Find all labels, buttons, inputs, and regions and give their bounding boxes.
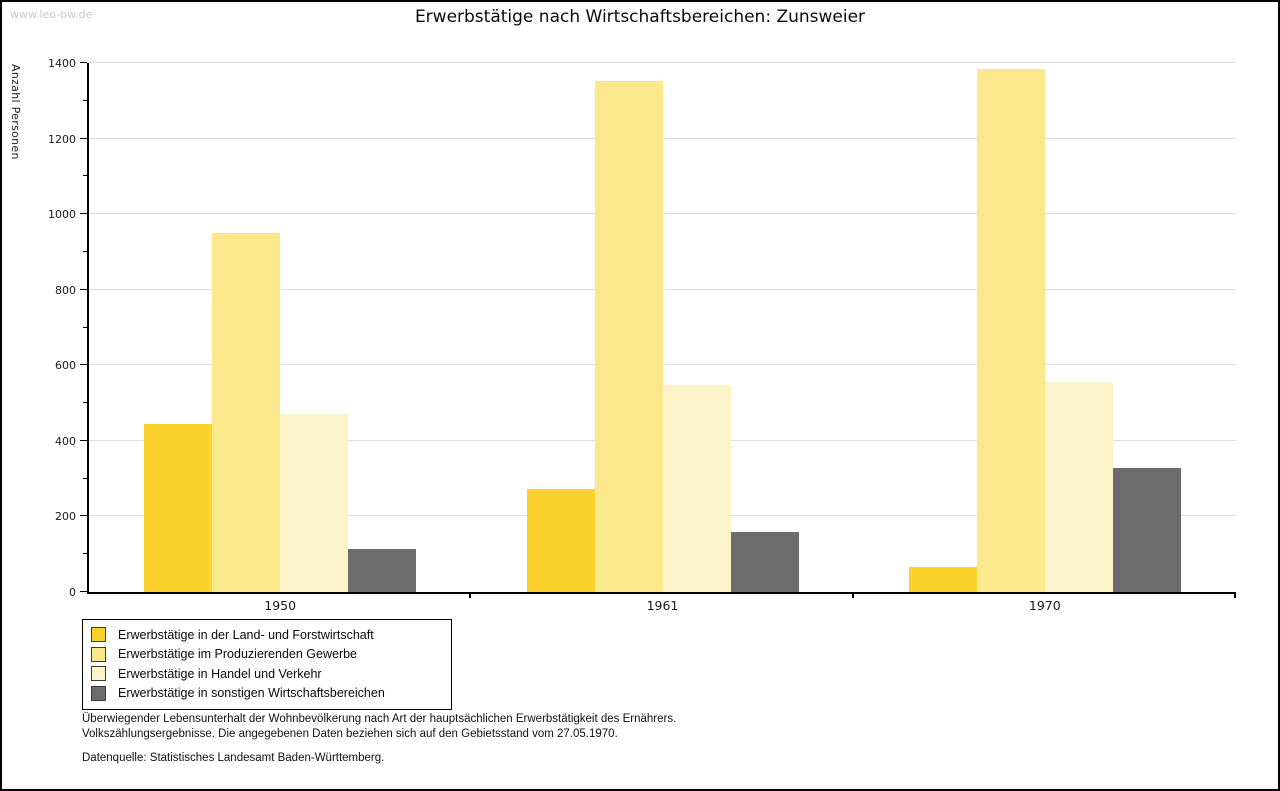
plot-area: 0 200 400 600 800 1000 1200 1400 1950 1961 1970	[48, 57, 1236, 613]
legend-item-label: Erwerbstätige in Handel und Verkehr	[118, 666, 322, 681]
y-tick-label: 200	[55, 510, 76, 524]
y-axis-minor-tick	[83, 99, 87, 101]
y-axis-minor-tick	[83, 553, 87, 555]
y-axis-minor-tick	[83, 477, 87, 479]
footnote-line: Überwiegender Lebensunterhalt der Wohnbe…	[82, 713, 677, 725]
y-axis-minor-tick	[83, 250, 87, 252]
footnote: Überwiegender Lebensunterhalt der Wohnbe…	[82, 712, 676, 741]
y-axis-tick	[80, 288, 87, 290]
y-tick-label: 400	[55, 434, 76, 448]
watermark: www.leo-bw.de	[10, 8, 93, 21]
x-tick-label: 1950	[264, 598, 297, 613]
legend-swatch-icon	[91, 685, 106, 701]
legend-item: Erwerbstätige in sonstigen Wirtschaftsbe…	[83, 684, 451, 704]
y-axis-tick	[80, 62, 87, 63]
x-axis-tick	[469, 592, 472, 598]
chart-title: Erwerbstätige nach Wirtschaftsbereichen:…	[414, 7, 866, 27]
legend-swatch-icon	[91, 627, 106, 643]
bar-1961-series-4	[730, 531, 799, 592]
y-axis-tick	[80, 213, 87, 215]
y-axis-tick	[80, 439, 87, 441]
x-tick-label: 1970	[1028, 598, 1061, 613]
bar-1961-series-3	[662, 384, 731, 592]
gridline	[89, 364, 1236, 366]
y-tick-label: 1200	[48, 132, 76, 146]
bar-1970-series-2	[976, 68, 1045, 592]
y-tick-label: 0	[69, 586, 76, 599]
y-axis-title: Anzahl Personen	[9, 64, 22, 160]
y-tick-label: 1000	[48, 208, 76, 222]
y-tick-label: 600	[55, 359, 76, 373]
bar-1961-series-1	[526, 488, 595, 592]
bar-1961-series-2	[594, 81, 663, 592]
footnote-line: Volkszählungsergebnisse. Die angegebenen…	[82, 727, 618, 740]
y-axis-tick	[80, 137, 87, 139]
y-axis-minor-tick	[83, 402, 87, 404]
bar-1950-series-3	[280, 414, 349, 592]
x-tick-label: 1961	[646, 598, 679, 613]
bar-1970-series-3	[1044, 381, 1113, 592]
legend-item: Erwerbstätige in der Land- und Forstwirt…	[83, 625, 451, 645]
y-tick-label: 800	[55, 283, 76, 297]
legend-item-label: Erwerbstätige im Produzierenden Gewerbe	[118, 647, 358, 662]
bar-1950-series-4	[348, 549, 417, 592]
gridline	[89, 288, 1236, 290]
legend: Erwerbstätige in der Land- und Forstwirt…	[82, 619, 452, 710]
bar-1970-series-1	[908, 567, 977, 592]
x-axis-tick	[1234, 592, 1236, 598]
gridline	[89, 213, 1236, 215]
y-axis-minor-tick	[83, 175, 87, 177]
y-axis-tick	[80, 515, 87, 517]
y-axis-tick	[80, 364, 87, 366]
y-axis-tick	[80, 591, 87, 592]
y-tick-label: 1400	[48, 57, 76, 70]
legend-swatch-icon	[91, 666, 106, 682]
bar-1970-series-4	[1112, 468, 1181, 592]
legend-swatch-icon	[91, 646, 106, 662]
data-source-note: Datenquelle: Statistisches Landesamt Bad…	[82, 752, 385, 764]
bar-1950-series-1	[144, 423, 213, 592]
legend-item: Erwerbstätige im Produzierenden Gewerbe	[83, 645, 451, 665]
bar-1950-series-2	[212, 232, 281, 592]
legend-item-label: Erwerbstätige in sonstigen Wirtschaftsbe…	[118, 686, 385, 701]
legend-item-label: Erwerbstätige in der Land- und Forstwirt…	[118, 627, 374, 642]
gridline	[89, 137, 1236, 139]
gridline	[89, 62, 1236, 63]
y-axis-minor-tick	[83, 326, 87, 328]
legend-item: Erwerbstätige in Handel und Verkehr	[83, 664, 451, 684]
x-axis-tick	[851, 592, 854, 598]
